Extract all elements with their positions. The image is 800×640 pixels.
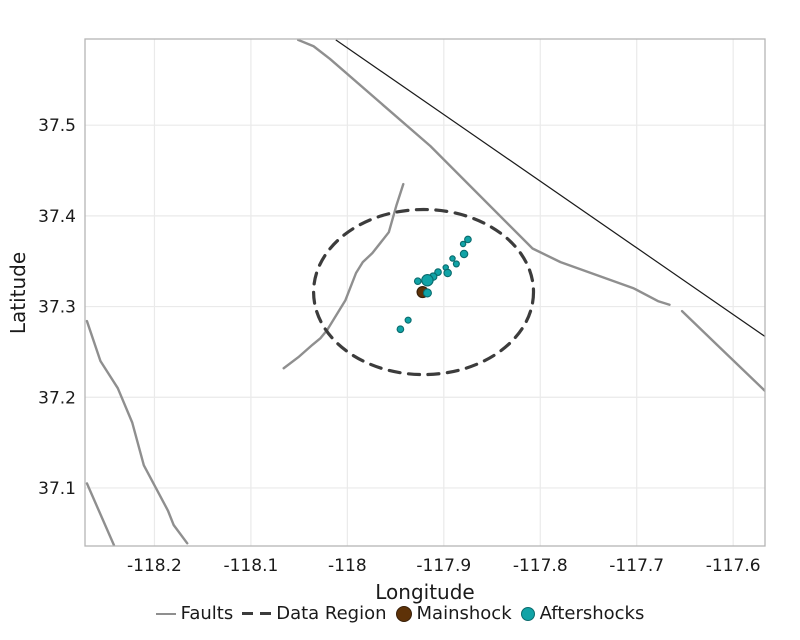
fault-line	[282, 182, 405, 370]
x-tick-label: -118.1	[223, 556, 278, 576]
aftershock-marker	[443, 268, 452, 278]
plot-border	[84, 38, 766, 547]
gridlines	[85, 39, 765, 546]
y-axis-title: Latitude	[6, 252, 30, 334]
state-boundary-polyline	[335, 39, 765, 337]
x-tick-label: -117.6	[706, 556, 761, 576]
aftershock-marker	[421, 274, 434, 287]
fault-line	[680, 309, 765, 393]
legend-label-mainshock: Mainshock	[416, 603, 512, 624]
fault-line-swatch-icon	[155, 612, 176, 615]
y-tick-label: 37.4	[38, 207, 76, 227]
legend-item-data-region: Data Region	[242, 603, 387, 624]
x-tick-label: -117.8	[513, 556, 568, 576]
x-axis-title: Longitude	[375, 580, 474, 604]
x-tick-label: -117.7	[609, 556, 664, 576]
x-tick-label: -118.2	[127, 556, 182, 576]
y-tick-label: 37.3	[38, 298, 76, 318]
y-tick-label: 37.2	[38, 388, 76, 408]
legend-item-mainshock: Mainshock	[395, 603, 512, 624]
aftershock-points	[396, 235, 472, 334]
state-boundary-line	[335, 39, 765, 337]
x-tick-label: -117.9	[416, 556, 471, 576]
x-tick-label: -118	[328, 556, 367, 576]
data-region-ellipse-shape	[311, 207, 536, 377]
fault-line	[296, 39, 671, 306]
legend-label-faults: Faults	[180, 603, 234, 624]
x-axis-tick-labels: -118.2 -118.1 -118 -117.9 -117.8 -117.7 -117.6	[127, 556, 761, 576]
fault-line	[85, 482, 116, 546]
aftershock-marker	[449, 255, 456, 262]
aftershock-marker	[434, 268, 442, 276]
aftershock-dot-icon	[520, 606, 535, 621]
aftershock-marker	[459, 240, 467, 248]
fault-line	[85, 319, 189, 545]
legend-label-data-region: Data Region	[276, 603, 387, 624]
fault-lines-layer	[85, 39, 765, 546]
aftershock-marker	[459, 249, 469, 259]
data-region-ellipse	[311, 207, 536, 377]
legend-label-aftershocks: Aftershocks	[539, 603, 645, 624]
mainshock-dot-icon	[395, 605, 412, 622]
aftershock-marker	[452, 260, 460, 268]
chart-legend: Faults Data Region Mainshock Aftershocks	[0, 603, 800, 624]
dashed-line-swatch-icon	[242, 611, 272, 616]
y-tick-label: 37.1	[38, 479, 76, 499]
y-tick-label: 37.5	[38, 116, 76, 136]
legend-item-faults: Faults	[155, 603, 234, 624]
aftershock-marker	[422, 288, 432, 298]
aftershock-marker	[404, 316, 412, 324]
aftershock-marker	[464, 235, 472, 244]
legend-item-aftershocks: Aftershocks	[520, 603, 645, 624]
y-axis-tick-labels: 37.1 37.2 37.3 37.4 37.5	[38, 116, 76, 499]
aftershock-marker	[396, 325, 405, 334]
aftershock-marker	[413, 277, 422, 286]
